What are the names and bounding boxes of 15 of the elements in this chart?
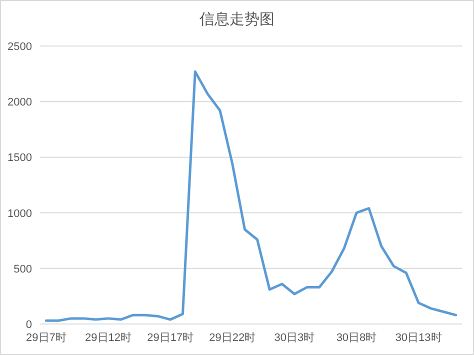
line-series: [44, 70, 458, 322]
y-tick-label: 1500: [8, 152, 32, 164]
x-tick-label: 29日17时: [147, 331, 194, 344]
x-tick-label: 30日13时: [395, 331, 442, 344]
x-tick-label: 30日8时: [336, 331, 377, 344]
x-tick-label: 29日22时: [209, 331, 256, 344]
y-tick-label: 2500: [8, 41, 32, 53]
x-tick-label: 29日12时: [85, 331, 132, 344]
y-tick-label: 2000: [8, 96, 32, 109]
chart-title: 信息走势图: [200, 11, 274, 28]
x-tick-label: 30日3时: [274, 331, 315, 344]
x-tick-label: 29日7时: [26, 331, 66, 344]
y-tick-label: 1000: [8, 208, 32, 220]
y-tick-label: 0: [26, 319, 32, 331]
y-tick-label: 500: [14, 263, 32, 276]
